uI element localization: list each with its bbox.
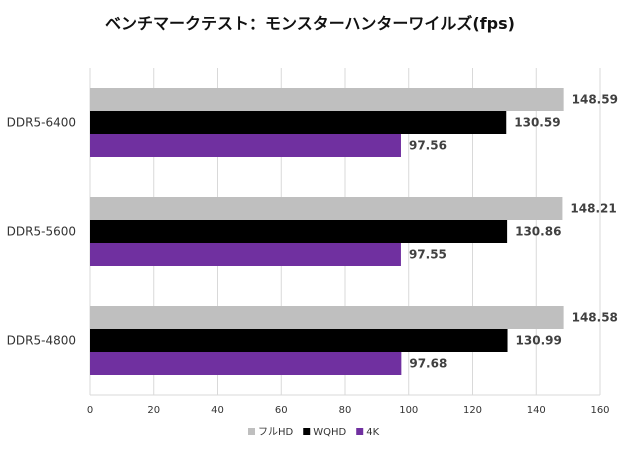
data-label-1-1: 130.86 bbox=[515, 225, 561, 239]
legend-label-0: フルHD bbox=[258, 427, 294, 438]
legend-swatch-0 bbox=[248, 428, 255, 435]
tick-label-2: 40 bbox=[211, 405, 224, 416]
bar-1-0 bbox=[90, 197, 563, 220]
bar-0-2 bbox=[90, 134, 401, 157]
category-label-1: DDR5-5600 bbox=[7, 225, 76, 239]
bar-2-0 bbox=[90, 306, 564, 329]
legend-swatch-1 bbox=[303, 428, 311, 435]
bar-0-0 bbox=[90, 88, 564, 111]
legend-label-1: WQHD bbox=[313, 427, 346, 438]
tick-label-7: 140 bbox=[527, 405, 546, 416]
tick-label-1: 20 bbox=[147, 405, 160, 416]
tick-label-4: 80 bbox=[339, 405, 352, 416]
data-label-2-1: 130.99 bbox=[516, 334, 562, 348]
data-label-1-0: 148.21 bbox=[570, 202, 616, 216]
tick-label-8: 160 bbox=[590, 405, 609, 416]
tick-label-3: 60 bbox=[275, 405, 288, 416]
data-label-1-2: 97.55 bbox=[409, 248, 447, 262]
category-label-2: DDR5-4800 bbox=[7, 334, 76, 348]
data-label-2-0: 148.58 bbox=[572, 311, 618, 325]
data-label-0-2: 97.56 bbox=[409, 139, 447, 153]
legend-label-2: 4K bbox=[366, 427, 379, 438]
data-label-0-1: 130.59 bbox=[514, 116, 560, 130]
data-label-2-2: 97.68 bbox=[409, 357, 447, 371]
bar-2-1 bbox=[90, 329, 508, 352]
bar-1-1 bbox=[90, 220, 508, 243]
tick-label-5: 100 bbox=[399, 405, 418, 416]
legend-swatch-2 bbox=[356, 428, 364, 435]
tick-label-0: 0 bbox=[87, 405, 93, 416]
bar-0-1 bbox=[90, 111, 507, 134]
bar-2-2 bbox=[90, 352, 402, 375]
category-label-0: DDR5-6400 bbox=[7, 116, 76, 130]
bar-1-2 bbox=[90, 243, 401, 266]
data-label-0-0: 148.59 bbox=[572, 93, 618, 107]
chart-title: ベンチマークテスト：モンスターハンターワイルズ(fps) bbox=[105, 14, 515, 33]
tick-label-6: 120 bbox=[463, 405, 482, 416]
